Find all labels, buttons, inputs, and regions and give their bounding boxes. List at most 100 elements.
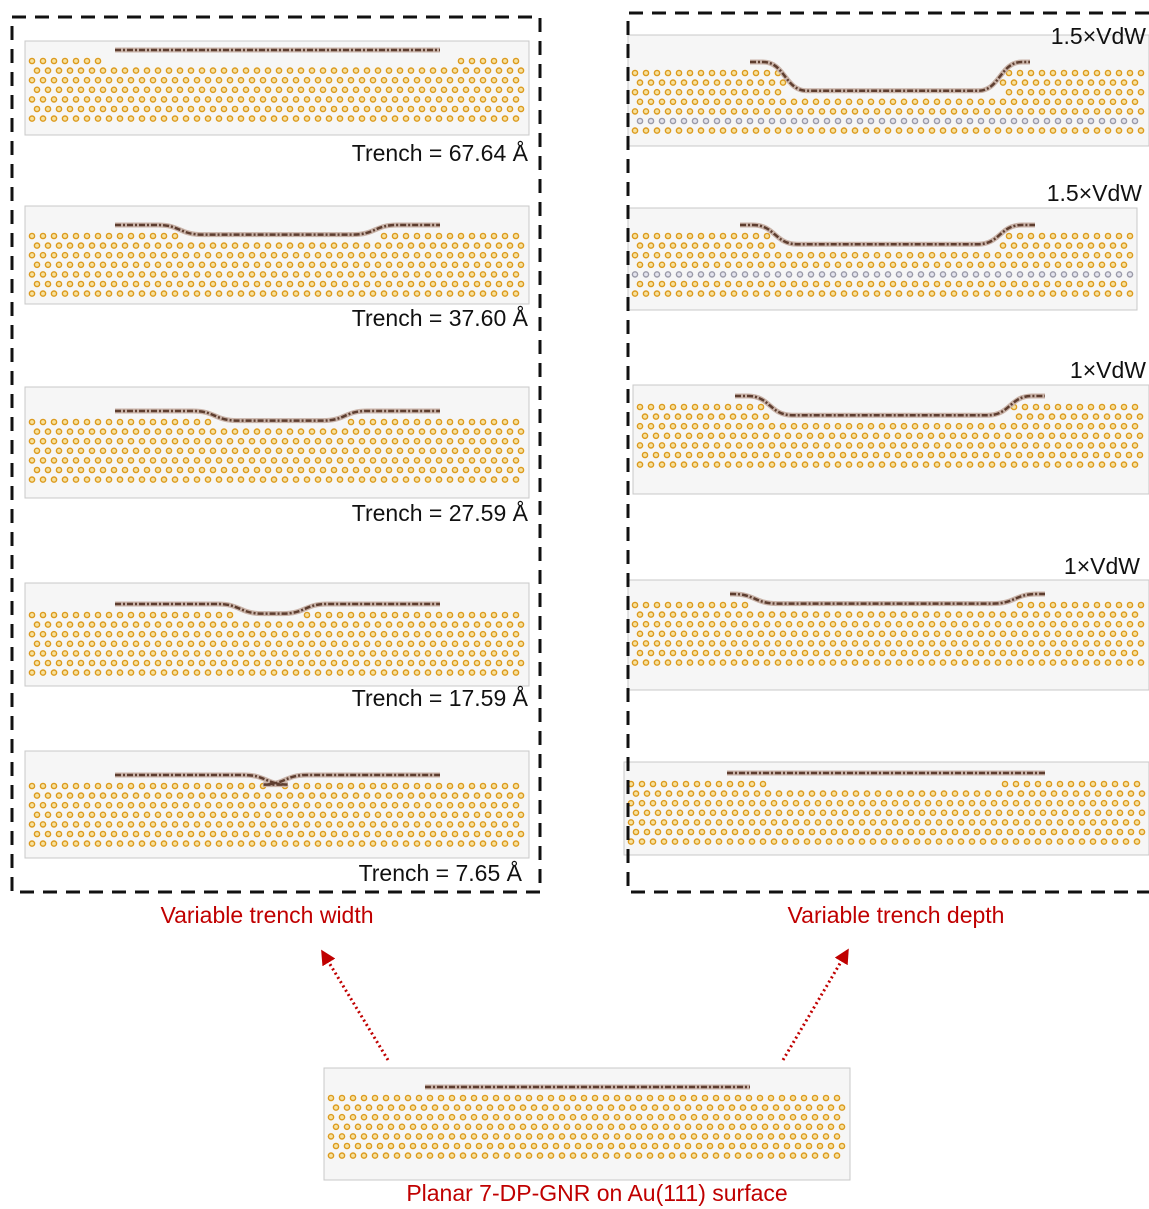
atom <box>253 811 261 819</box>
atom <box>44 86 52 94</box>
atom <box>1111 819 1119 826</box>
atom <box>297 811 305 819</box>
atom <box>1065 442 1073 449</box>
atom <box>669 403 677 411</box>
atom <box>660 819 668 826</box>
atom <box>429 447 437 455</box>
atom <box>253 640 261 648</box>
atom <box>631 88 639 96</box>
atom <box>691 403 699 411</box>
atom <box>647 611 655 618</box>
atom <box>781 838 789 845</box>
atom <box>675 69 683 77</box>
atom <box>785 659 793 666</box>
atom <box>171 96 179 103</box>
atom <box>204 801 212 809</box>
atom <box>1087 630 1095 638</box>
atom <box>336 650 344 657</box>
atom <box>885 790 893 797</box>
atom <box>706 1104 714 1111</box>
atom <box>1137 601 1145 609</box>
atom <box>215 251 223 259</box>
atom <box>347 630 355 638</box>
atom <box>424 290 432 297</box>
atom <box>816 1123 824 1131</box>
atom <box>795 451 803 459</box>
atom <box>132 640 140 648</box>
atom <box>457 271 465 278</box>
atom <box>457 650 465 657</box>
atom <box>591 1094 599 1102</box>
atom <box>631 659 639 666</box>
atom <box>341 792 349 799</box>
atom <box>779 422 787 430</box>
atom <box>110 792 118 799</box>
atom <box>486 1104 494 1111</box>
atom <box>138 232 146 240</box>
atom <box>435 476 443 483</box>
atom <box>1109 79 1117 86</box>
atom <box>695 1142 703 1150</box>
atom <box>1131 98 1139 106</box>
atom <box>506 466 514 474</box>
atom <box>1098 442 1106 449</box>
atom <box>675 290 683 297</box>
atom <box>1087 649 1095 657</box>
atom <box>596 1142 604 1150</box>
atom <box>906 620 914 628</box>
atom <box>446 437 454 445</box>
atom <box>385 86 393 94</box>
atom <box>889 98 897 106</box>
atom <box>847 799 855 807</box>
atom <box>878 611 886 618</box>
atom <box>862 659 870 666</box>
atom <box>1082 251 1090 259</box>
atom <box>924 838 932 845</box>
atom <box>457 457 465 464</box>
atom <box>385 830 393 838</box>
atom <box>259 840 267 847</box>
atom <box>484 242 492 249</box>
atom <box>939 108 947 115</box>
atom <box>812 442 820 449</box>
atom <box>171 840 179 847</box>
atom <box>647 280 655 288</box>
atom <box>501 115 509 122</box>
atom <box>752 127 760 134</box>
atom <box>1021 649 1029 657</box>
atom <box>739 1104 747 1111</box>
atom <box>242 86 250 94</box>
atom <box>1076 422 1084 430</box>
atom <box>719 88 727 96</box>
atom <box>462 86 470 94</box>
atom <box>647 442 655 449</box>
atom <box>961 251 969 259</box>
atom <box>402 840 410 847</box>
atom <box>457 96 465 103</box>
atom <box>297 428 305 435</box>
atom <box>94 115 102 122</box>
atom <box>951 809 959 817</box>
atom <box>933 261 941 269</box>
atom <box>220 86 228 94</box>
atom <box>563 1104 571 1111</box>
atom <box>647 422 655 430</box>
atom <box>457 290 465 297</box>
atom <box>160 782 168 790</box>
atom <box>602 1094 610 1102</box>
atom <box>72 251 80 259</box>
atom <box>1072 809 1080 817</box>
atom <box>807 640 815 647</box>
atom <box>28 115 36 122</box>
atom <box>613 1152 621 1159</box>
atom <box>884 620 892 628</box>
atom <box>1039 790 1047 797</box>
atom <box>88 830 96 838</box>
atom <box>761 1123 769 1131</box>
atom <box>922 630 930 638</box>
atom <box>330 621 338 628</box>
atom <box>1039 828 1047 836</box>
atom <box>492 1133 500 1140</box>
atom <box>270 801 278 809</box>
atom <box>994 251 1002 259</box>
